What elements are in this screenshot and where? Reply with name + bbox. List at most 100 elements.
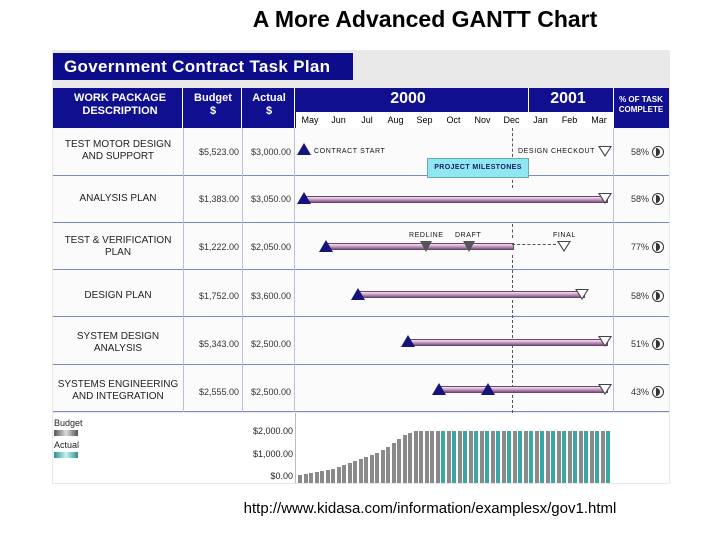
task-budget: $1,222.00 <box>198 242 239 252</box>
histogram-bar <box>347 463 352 483</box>
legend-actual-label: Actual <box>54 440 80 450</box>
histogram-bar <box>474 431 478 483</box>
histogram-bar <box>490 431 495 483</box>
histogram-axis <box>295 413 296 483</box>
histogram-bar <box>534 431 539 483</box>
task-name-line: PLAN <box>104 247 132 258</box>
redline-milestone-icon <box>420 241 432 252</box>
histogram-bar <box>468 431 473 483</box>
histogram-bar <box>584 431 588 483</box>
month-label: Oct <box>446 115 461 125</box>
histogram-bar <box>402 435 407 483</box>
histogram-bar <box>446 431 451 483</box>
header-pct-line2: COMPLETE <box>618 105 664 114</box>
month-label: Jan <box>533 115 548 125</box>
legend-budget-label: Budget <box>54 418 83 428</box>
histogram-bar <box>435 431 440 483</box>
completion-pie-icon <box>652 290 664 302</box>
month-label: Dec <box>503 115 520 125</box>
project-milestones-badge: PROJECT MILESTONES <box>427 158 529 178</box>
histogram-bar <box>600 431 605 483</box>
design-checkout-milestone-icon <box>598 146 612 157</box>
histogram-bar <box>578 431 583 483</box>
task-rows: TEST MOTOR DESIGN AND SUPPORT $5,523.00 … <box>53 128 669 412</box>
month-label: Aug <box>387 115 404 125</box>
month-scale: May Jun Jul Aug Sep Oct Nov Dec Jan Feb … <box>296 112 614 128</box>
task-name: SYSTEMS ENGINEERING AND INTEGRATION <box>53 379 183 403</box>
task-name-line: ANALYSIS PLAN <box>79 193 157 204</box>
task-actual: $3,050.00 <box>250 194 291 204</box>
task-name: SYSTEM DESIGN ANALYSIS <box>53 331 183 355</box>
histogram-bar <box>463 431 467 483</box>
histogram-bar <box>380 450 385 483</box>
end-milestone-icon <box>598 336 612 347</box>
row-divider <box>53 175 669 176</box>
legend-budget-swatch <box>54 430 78 436</box>
histogram-bar <box>430 431 434 483</box>
header-work-package-line2: DESCRIPTION <box>82 105 158 117</box>
completion-pie-icon <box>652 193 664 205</box>
month-label: Nov <box>474 115 491 125</box>
histogram-bar <box>518 431 522 483</box>
end-milestone-icon <box>598 193 612 204</box>
month-label: Mar <box>591 115 607 125</box>
month-label: Jul <box>361 115 373 125</box>
histogram-bar <box>424 431 429 483</box>
task-actual: $2,500.00 <box>250 387 291 397</box>
histogram-bar <box>358 459 363 483</box>
column-divider <box>613 128 614 412</box>
header-pct-line1: % OF TASK <box>619 95 663 104</box>
histogram-bar <box>457 431 462 483</box>
task-actual: $3,000.00 <box>250 147 291 157</box>
histogram-bar <box>391 443 396 483</box>
histogram-bar <box>501 431 506 483</box>
histogram-bar <box>452 431 456 483</box>
year-2001: 2001 <box>550 90 586 107</box>
header-divider <box>294 88 295 128</box>
histogram-bar <box>309 473 313 483</box>
start-milestone-icon <box>432 383 446 395</box>
row-divider <box>53 269 669 270</box>
task-name-line: TEST MOTOR DESIGN <box>64 139 172 150</box>
column-divider <box>294 128 295 412</box>
completion-pie-icon <box>652 338 664 350</box>
task-name-line: DESIGN PLAN <box>84 290 152 301</box>
plan-title: Government Contract Task Plan <box>53 53 353 80</box>
task-pct-complete: 58% <box>630 291 649 301</box>
start-milestone-icon <box>481 383 495 395</box>
contract-start-milestone-icon <box>297 143 311 155</box>
start-milestone-icon <box>319 240 333 252</box>
year-2000: 2000 <box>390 90 426 107</box>
histogram-bar <box>545 431 550 483</box>
row-divider <box>53 411 669 412</box>
milestone-label: FINAL <box>553 232 576 239</box>
completion-pie-icon <box>652 386 664 398</box>
header-actual-line2: $ <box>265 105 273 117</box>
histogram-bar <box>567 431 572 483</box>
start-milestone-icon <box>351 288 365 300</box>
header-divider <box>613 88 614 128</box>
column-divider <box>242 128 243 412</box>
task-pct-complete: 58% <box>630 194 649 204</box>
header-divider <box>241 88 242 128</box>
histogram-bar <box>512 431 517 483</box>
header-budget-line1: Budget <box>194 92 232 104</box>
histogram-bar <box>336 467 341 483</box>
task-name-line: AND INTEGRATION <box>72 391 164 402</box>
histogram-bar <box>413 431 418 483</box>
task-bar <box>302 196 608 203</box>
draft-milestone-icon <box>463 241 475 252</box>
header-work-package-line1: WORK PACKAGE <box>73 92 167 104</box>
histogram-axis-label: $1,000.00 <box>252 449 293 459</box>
histogram-bar <box>375 453 379 483</box>
month-label: Jun <box>331 115 346 125</box>
histogram-bar <box>551 431 555 483</box>
slide-title: A More Advanced GANTT Chart <box>252 6 598 32</box>
cost-histogram: Budget Actual $2,000.00 $1,000.00 $0.00 <box>53 413 669 483</box>
task-name-line: ANALYSIS <box>93 343 143 354</box>
source-url[interactable]: http://www.kidasa.com/information/exampl… <box>243 500 617 517</box>
histogram-bar <box>573 431 577 483</box>
task-name: TEST MOTOR DESIGN AND SUPPORT <box>53 139 183 163</box>
histogram-bar <box>325 470 330 483</box>
today-line <box>512 255 513 413</box>
